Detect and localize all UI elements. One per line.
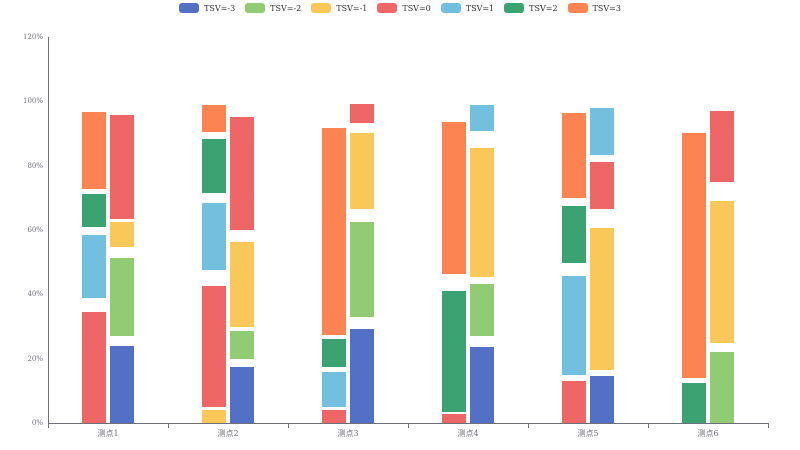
legend-label: TSV=-2 bbox=[270, 3, 302, 13]
x-tick bbox=[528, 423, 529, 428]
bar-segment[interactable] bbox=[202, 104, 226, 132]
x-tick bbox=[648, 423, 649, 428]
legend-item[interactable]: TSV=1 bbox=[440, 3, 495, 13]
y-tick-label: 20% bbox=[27, 354, 43, 363]
bar-segment[interactable] bbox=[322, 410, 346, 423]
x-tick bbox=[288, 423, 289, 428]
bar-segment[interactable] bbox=[562, 380, 586, 423]
y-tick-label: 60% bbox=[27, 226, 43, 234]
bar-segment[interactable] bbox=[470, 147, 494, 277]
bar-segment[interactable] bbox=[230, 117, 254, 230]
bar-segment[interactable] bbox=[110, 221, 134, 248]
x-category-label: 测点1 bbox=[97, 429, 119, 438]
x-category-label: 测点3 bbox=[337, 429, 359, 438]
x-tick bbox=[768, 423, 769, 428]
bar-segment[interactable] bbox=[82, 193, 106, 228]
legend-swatch-icon bbox=[311, 3, 332, 13]
bar-segment[interactable] bbox=[202, 202, 226, 270]
legend-label: TSV=-1 bbox=[336, 3, 368, 13]
legend-item[interactable]: TSV=-3 bbox=[179, 3, 235, 13]
bar-segment[interactable] bbox=[590, 228, 614, 370]
x-tick bbox=[48, 423, 49, 428]
bar-segment[interactable] bbox=[230, 367, 254, 423]
legend-label: TSV=3 bbox=[592, 3, 621, 13]
legend-swatch-icon bbox=[440, 3, 461, 13]
x-category-label: 测点6 bbox=[697, 429, 719, 438]
bar-segment[interactable] bbox=[470, 347, 494, 423]
legend-swatch-icon bbox=[377, 3, 398, 13]
legend-label: TSV=1 bbox=[465, 3, 495, 13]
bar-segment[interactable] bbox=[710, 110, 734, 183]
bar-segment[interactable] bbox=[322, 371, 346, 407]
bar-segment[interactable] bbox=[350, 329, 374, 423]
bar-segment[interactable] bbox=[562, 205, 586, 264]
x-tick bbox=[408, 423, 409, 428]
bar-segment[interactable] bbox=[682, 132, 706, 378]
legend-item[interactable]: TSV=-2 bbox=[245, 3, 301, 13]
legend-item[interactable]: TSV=3 bbox=[567, 3, 621, 13]
legend-item[interactable]: TSV=0 bbox=[377, 3, 431, 13]
bar-segment[interactable] bbox=[470, 284, 494, 337]
y-tick-label: 80% bbox=[27, 161, 43, 170]
x-category-label: 测点2 bbox=[217, 429, 239, 438]
legend-label: TSV=2 bbox=[529, 3, 558, 13]
y-tick-label: 120% bbox=[22, 33, 43, 41]
bar-segment[interactable] bbox=[710, 201, 734, 343]
legend-label: TSV=-3 bbox=[204, 3, 236, 13]
bar-segment[interactable] bbox=[470, 104, 494, 131]
bar-segment[interactable] bbox=[682, 383, 706, 423]
bar-segment[interactable] bbox=[442, 291, 466, 413]
bar-segment[interactable] bbox=[202, 285, 226, 407]
bar-segment[interactable] bbox=[350, 221, 374, 317]
bar-segment[interactable] bbox=[590, 108, 614, 156]
bar-segment[interactable] bbox=[110, 114, 134, 220]
bar-segment[interactable] bbox=[442, 413, 466, 423]
bar-segment[interactable] bbox=[710, 351, 734, 423]
x-tick bbox=[168, 423, 169, 428]
bar-segment[interactable] bbox=[82, 111, 106, 190]
legend-swatch-icon bbox=[245, 3, 266, 13]
x-category-label: 测点4 bbox=[457, 429, 479, 438]
bar-segment[interactable] bbox=[230, 241, 254, 328]
legend-swatch-icon bbox=[567, 3, 588, 13]
bar-segment[interactable] bbox=[562, 112, 586, 199]
bar-segment[interactable] bbox=[202, 138, 226, 193]
y-tick-label: 0% bbox=[31, 419, 43, 427]
bar-segment[interactable] bbox=[350, 132, 374, 210]
y-axis-line bbox=[48, 37, 49, 423]
bar-segment[interactable] bbox=[82, 235, 106, 298]
legend-item[interactable]: TSV=-1 bbox=[311, 3, 367, 13]
bar-segment[interactable] bbox=[590, 162, 614, 210]
chart-legend: TSV=-3 TSV=-2 TSV=-1 TSV=0 TSV=1 TSV=2 TSV=3 bbox=[0, 3, 800, 13]
bar-segment[interactable] bbox=[350, 103, 374, 123]
bar-segment[interactable] bbox=[202, 410, 226, 423]
bar-segment[interactable] bbox=[230, 331, 254, 359]
bar-segment[interactable] bbox=[82, 312, 106, 423]
bar-segment[interactable] bbox=[562, 275, 586, 376]
legend-label: TSV=0 bbox=[402, 3, 431, 13]
legend-item[interactable]: TSV=2 bbox=[504, 3, 558, 13]
x-category-label: 测点5 bbox=[577, 429, 599, 438]
bar-segment[interactable] bbox=[322, 339, 346, 368]
bar-segment[interactable] bbox=[442, 121, 466, 275]
y-tick-label: 40% bbox=[27, 290, 43, 299]
bar-segment[interactable] bbox=[590, 376, 614, 423]
bar-segment[interactable] bbox=[110, 346, 134, 423]
bar-segment[interactable] bbox=[322, 128, 346, 335]
bar-segment[interactable] bbox=[110, 257, 134, 337]
legend-swatch-icon bbox=[504, 3, 525, 13]
y-tick-label: 100% bbox=[22, 97, 43, 106]
legend-swatch-icon bbox=[179, 3, 200, 13]
